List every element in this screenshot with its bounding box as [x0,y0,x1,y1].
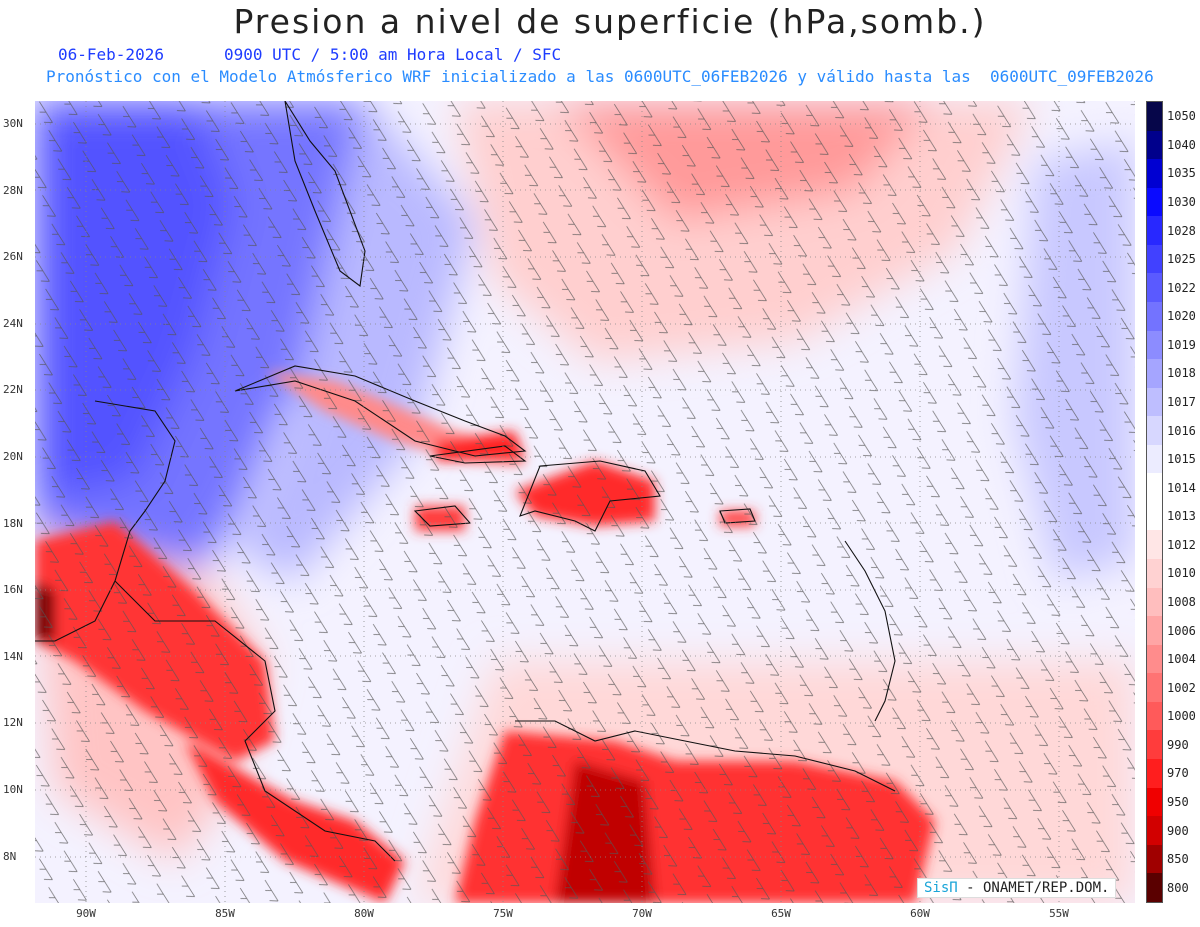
colorbar-cell [1147,559,1162,588]
colorbar-cell [1147,873,1162,902]
forecast-date-line: 06-Feb-2026 0900 UTC / 5:00 am Hora Local… [58,45,561,64]
colorbar-label-1017: 1017 [1167,395,1196,409]
lon-label-90W: 90W [76,907,96,920]
sispi-logo: SisΠ [924,880,958,896]
colorbar [1146,101,1163,903]
colorbar-label-1008: 1008 [1167,595,1196,609]
colorbar-cell [1147,473,1162,502]
colorbar-label-950: 950 [1167,795,1189,809]
colorbar-label-1030: 1030 [1167,195,1196,209]
lat-label-26N: 26N [3,250,23,264]
lon-label-65W: 65W [771,907,791,920]
colorbar-cell [1147,758,1162,788]
lon-label-85W: 85W [215,907,235,920]
colorbar-label-970: 970 [1167,766,1189,781]
colorbar-cell [1147,102,1162,131]
lat-label-10N: 10N [3,783,23,796]
colorbar-cell [1147,301,1162,331]
colorbar-cell [1147,816,1162,845]
colorbar-cell [1147,244,1162,274]
lat-label-16N: 16N [3,583,23,597]
lon-label-60W: 60W [910,907,930,920]
colorbar-label-1018: 1018 [1167,366,1196,381]
colorbar-cell [1147,130,1162,160]
colorbar-label-1025: 1025 [1167,252,1196,267]
colorbar-cell [1147,530,1162,559]
lat-label-14N: 14N [3,649,23,663]
colorbar-label-1022: 1022 [1167,280,1196,295]
colorbar-cell [1147,444,1162,474]
colorbar-cell [1147,616,1162,645]
colorbar-cell [1147,330,1162,360]
credit-org: - ONAMET/REP.DOM. [957,880,1110,896]
lat-label-8N: 8N [3,849,17,863]
lat-label-30N: 30N [3,117,23,130]
colorbar-label-1013: 1013 [1167,509,1196,524]
colorbar-label-1014: 1014 [1167,480,1196,495]
lon-label-80W: 80W [354,907,374,920]
colorbar-label-1028: 1028 [1167,223,1196,238]
lon-label-55W: 55W [1049,907,1069,920]
colorbar-label-1004: 1004 [1167,652,1196,667]
colorbar-label-1002: 1002 [1167,680,1196,695]
forecast-date: 06-Feb-2026 [58,45,164,64]
colorbar-cell [1147,273,1162,302]
colorbar-cell [1147,730,1162,759]
pressure-map[interactable] [35,101,1135,903]
graticule [35,101,1135,903]
lat-label-24N: 24N [3,316,23,330]
map-canvas [35,101,1135,903]
colorbar-cell [1147,187,1162,217]
colorbar-label-1000: 1000 [1167,709,1196,724]
colorbar-label-1010: 1010 [1167,566,1196,581]
colorbar-label-1020: 1020 [1167,309,1196,324]
colorbar-cell [1147,159,1162,188]
colorbar-cell [1147,587,1162,617]
colorbar-cell [1147,387,1162,417]
chart-title: Presion a nivel de superficie (hPa,somb.… [233,2,987,41]
credit-box: SisΠ - ONAMET/REP.DOM. [917,878,1117,898]
colorbar-label-1006: 1006 [1167,623,1196,638]
colorbar-cell [1147,844,1162,874]
lon-label-75W: 75W [493,907,513,920]
wind-barbs [35,101,1135,903]
colorbar-cell [1147,501,1162,531]
colorbar-label-1019: 1019 [1167,337,1196,352]
lat-label-22N: 22N [3,383,23,397]
colorbar-cell [1147,701,1162,731]
model-info: Pronóstico con el Modelo Atmósferico WRF… [46,67,1154,86]
colorbar-cell [1147,216,1162,245]
colorbar-label-1035: 1035 [1167,166,1196,181]
colorbar-cell [1147,416,1162,445]
lat-label-28N: 28N [3,183,23,197]
colorbar-label-1015: 1015 [1167,452,1196,467]
lon-label-70W: 70W [632,907,652,920]
colorbar-label-1040: 1040 [1167,137,1196,152]
colorbar-label-850: 850 [1167,852,1189,867]
colorbar-label-1016: 1016 [1167,423,1196,438]
coastlines [35,101,896,862]
colorbar-label-900: 900 [1167,823,1189,838]
colorbar-cell [1147,359,1162,388]
colorbar-label-800: 800 [1167,880,1189,895]
colorbar-label-990: 990 [1167,737,1189,752]
colorbar-label-1050: 1050 [1167,109,1196,124]
colorbar-label-1012: 1012 [1167,537,1196,552]
valid-time: 0900 UTC / 5:00 am Hora Local / SFC [223,45,562,64]
lat-label-12N: 12N [3,716,23,730]
lat-label-20N: 20N [3,450,23,463]
colorbar-cell [1147,787,1162,817]
colorbar-cell [1147,673,1162,702]
colorbar-cell [1147,644,1162,674]
lat-label-18N: 18N [3,516,23,530]
